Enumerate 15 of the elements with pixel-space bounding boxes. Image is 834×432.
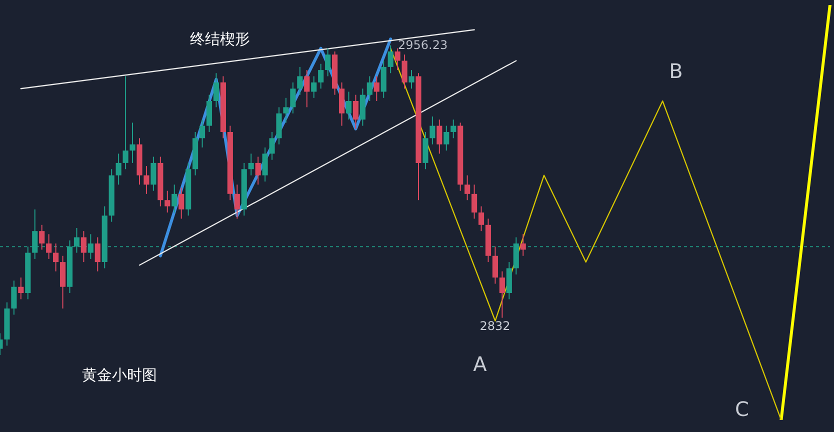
candlestick	[422, 131, 428, 170]
annotation: A	[473, 352, 488, 376]
annotation: 2956.23	[398, 38, 448, 52]
candlestick	[269, 131, 275, 160]
annotation: 终结楔形	[190, 30, 250, 48]
candlestick	[416, 72, 422, 201]
candlestick	[408, 70, 414, 90]
annotation: 2832	[480, 319, 510, 334]
text: C	[735, 397, 749, 422]
annotation: B	[669, 59, 683, 84]
candlestick	[4, 302, 10, 346]
text: 黄金小时图	[82, 366, 157, 385]
candlestick	[402, 54, 408, 90]
candlestick	[283, 97, 289, 124]
candlestick	[136, 138, 142, 186]
